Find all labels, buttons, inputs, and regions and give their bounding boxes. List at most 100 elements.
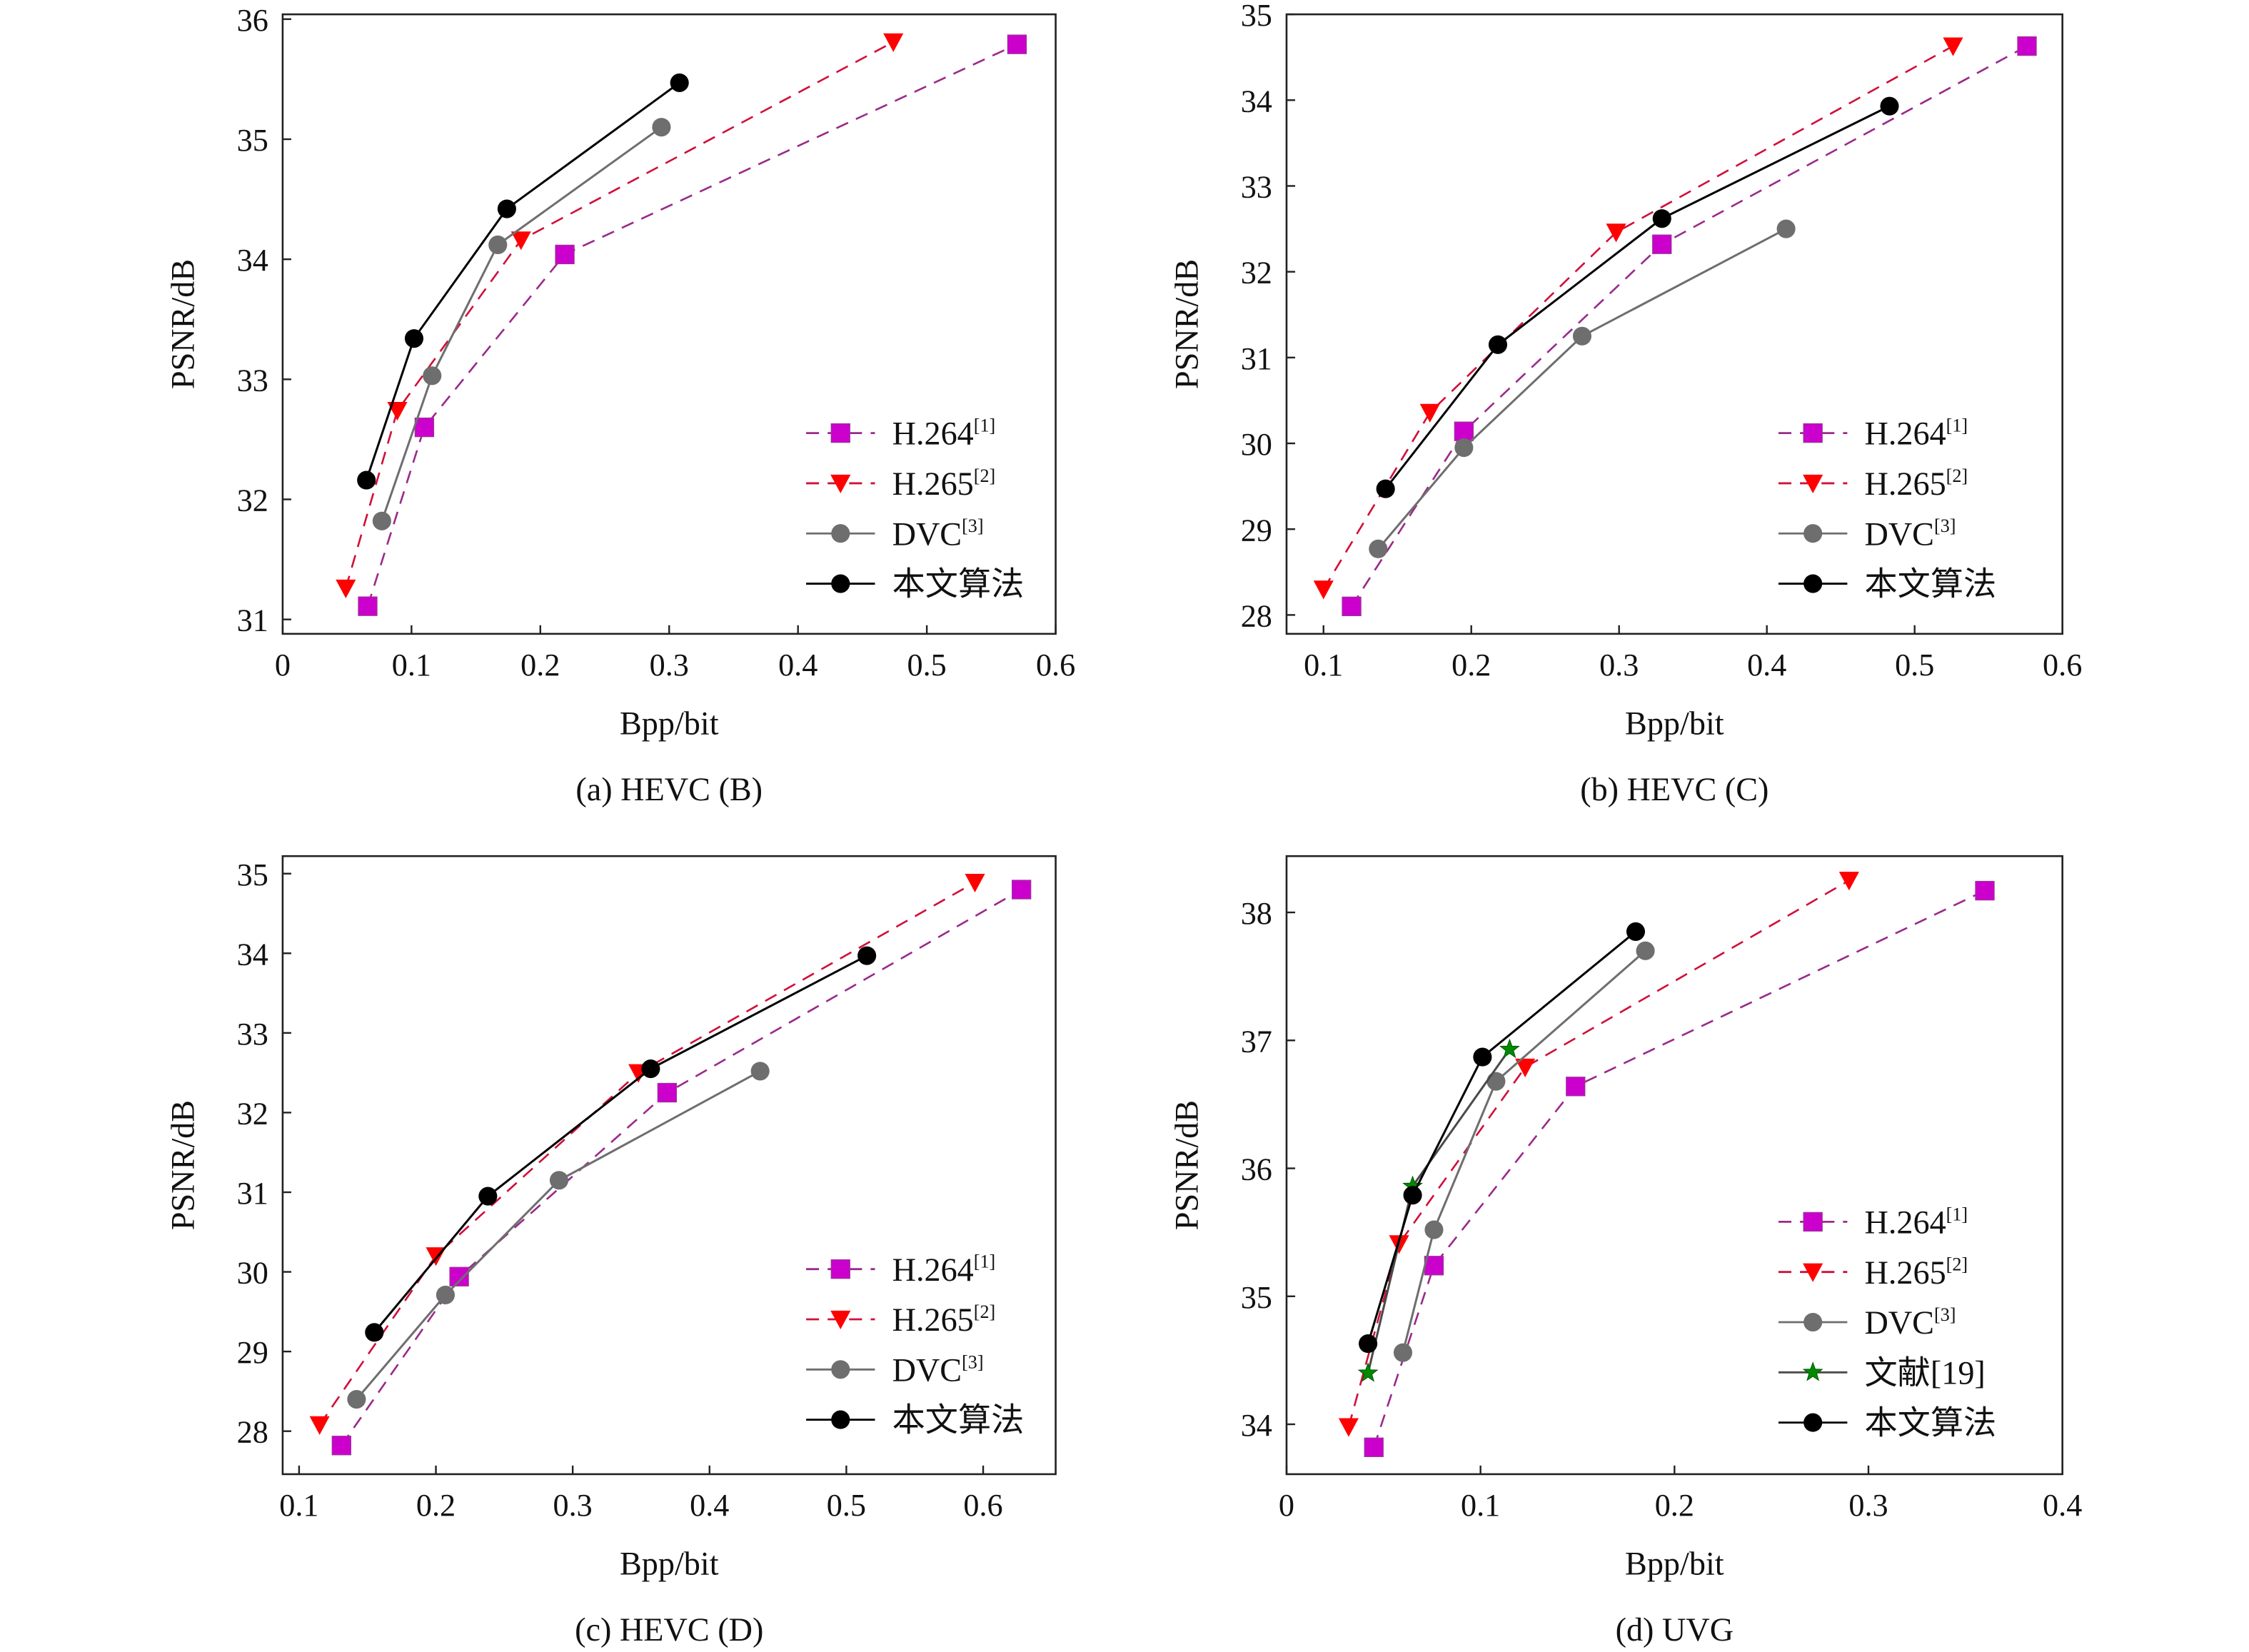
- chart-caption: (d) UVG: [1616, 1611, 1734, 1648]
- y-tick-label: 29: [237, 1335, 268, 1370]
- data-point-h264: [1007, 34, 1027, 54]
- legend-reference: [2]: [974, 465, 995, 486]
- series-dvc: [347, 1062, 770, 1409]
- x-tick-label: 0.3: [553, 1488, 593, 1523]
- legend-label: DVC[3]: [1864, 1304, 1956, 1341]
- y-tick-label: 31: [237, 603, 268, 638]
- series-h264: [358, 34, 1027, 616]
- legend-name: DVC: [892, 1351, 962, 1388]
- legend-label: H.264[1]: [1864, 415, 1968, 452]
- legend-entry-dvc: DVC[3]: [1778, 1304, 1956, 1341]
- x-tick-label: 0.1: [392, 648, 431, 683]
- legend-entry-h264: H.264[1]: [1778, 1204, 1968, 1240]
- legend-entry-h265: H.265[2]: [1778, 1254, 1968, 1291]
- series-line-dvc: [1377, 228, 1787, 550]
- data-point-ours: [497, 199, 516, 218]
- data-point-dvc: [436, 1285, 455, 1304]
- legend-entry-dvc: DVC[3]: [806, 515, 984, 552]
- x-tick-label: 0.6: [2043, 648, 2082, 683]
- legend-name: H.265: [1864, 465, 1946, 502]
- data-point-h264: [358, 596, 378, 616]
- data-point-dvc: [488, 235, 508, 255]
- x-tick-label: 0: [1279, 1488, 1294, 1523]
- y-tick-label: 30: [237, 1256, 268, 1291]
- x-tick-label: 0.1: [1461, 1488, 1500, 1523]
- x-tick-label: 0.3: [1599, 648, 1639, 683]
- x-axis-label: Bpp/bit: [1625, 1546, 1724, 1582]
- legend-label: H.265[2]: [892, 465, 996, 502]
- data-point-dvc: [1424, 1220, 1444, 1239]
- legend-marker-h264-icon: [830, 1259, 850, 1279]
- legend-reference: [2]: [1946, 1254, 1968, 1275]
- data-point-ours: [478, 1187, 498, 1206]
- legend-entry-ours: 本文算法: [1778, 566, 1996, 603]
- plot-frame: [281, 13, 1057, 635]
- data-point-h264: [657, 1082, 678, 1103]
- legend-marker-ref19-icon: [1802, 1361, 1823, 1381]
- plot-frame: [1285, 13, 2063, 635]
- data-point-h264: [414, 417, 435, 438]
- legend-marker-h265-icon: [830, 474, 851, 493]
- legend-marker-ours-icon: [831, 574, 850, 593]
- series-line-h265: [1347, 880, 1850, 1427]
- y-axis-label: PSNR/dB: [164, 1100, 201, 1230]
- data-point-ours: [1403, 1186, 1422, 1205]
- data-point-h265: [1515, 1058, 1536, 1077]
- x-tick-label: 0.5: [827, 1488, 866, 1523]
- data-point-dvc: [549, 1171, 569, 1190]
- legend-reference: [3]: [1934, 1304, 1956, 1325]
- legend-name: H.265: [892, 1301, 974, 1338]
- legend-entry-h265: H.265[2]: [806, 1301, 995, 1338]
- y-tick-label: 33: [237, 1017, 268, 1052]
- legend-marker-h265-icon: [1803, 474, 1823, 493]
- series-line-ours: [1367, 930, 1637, 1344]
- y-tick-label: 30: [1241, 427, 1272, 462]
- data-point-ours: [1488, 335, 1508, 354]
- series-line-dvc: [356, 1070, 761, 1401]
- legend-name: 本文算法: [1864, 1405, 1996, 1441]
- legend-reference: [3]: [962, 1351, 983, 1372]
- legend-name: H.264: [1864, 415, 1946, 452]
- legend-reference: [1]: [1946, 1204, 1968, 1224]
- legend-marker-h264-icon: [830, 423, 850, 443]
- data-point-h265: [510, 231, 531, 251]
- legend-name: DVC: [1864, 515, 1934, 552]
- y-tick-label: 36: [1241, 1152, 1272, 1187]
- x-tick-label: 0.3: [1848, 1488, 1888, 1523]
- data-point-h265: [1838, 872, 1859, 891]
- y-tick-label: 35: [1241, 0, 1272, 33]
- data-point-h264: [1342, 596, 1362, 617]
- data-point-h264: [2017, 36, 2037, 56]
- y-tick-label: 32: [237, 483, 268, 518]
- legend-marker-h264-icon: [1803, 423, 1823, 443]
- y-axis-label: PSNR/dB: [1168, 259, 1204, 389]
- data-point-h265: [387, 401, 408, 421]
- y-tick-label: 34: [237, 243, 268, 278]
- x-tick-label: 0: [275, 648, 291, 683]
- legend-entry-h264: H.264[1]: [806, 1251, 995, 1288]
- data-point-dvc: [652, 118, 671, 137]
- plot-frame: [281, 855, 1057, 1476]
- series-ours: [357, 73, 689, 490]
- y-axis-label: PSNR/dB: [1168, 1100, 1204, 1230]
- legend-name: 本文算法: [892, 566, 1025, 603]
- chart-caption: (c) HEVC (D): [575, 1611, 763, 1648]
- legend-name: 本文算法: [1864, 566, 1996, 603]
- data-point-dvc: [347, 1389, 366, 1409]
- data-point-h264: [555, 244, 575, 265]
- series-ours: [1359, 922, 1646, 1354]
- y-tick-label: 35: [237, 123, 268, 158]
- legend-entry-h265: H.265[2]: [806, 465, 995, 502]
- data-point-dvc: [1454, 438, 1474, 458]
- series-line-h265: [1322, 45, 1954, 590]
- legend-name: 本文算法: [892, 1402, 1025, 1439]
- legend-marker-ours-icon: [1803, 1413, 1823, 1432]
- data-point-dvc: [1369, 539, 1388, 558]
- data-point-h265: [309, 1416, 330, 1435]
- chart-caption: (a) HEVC (B): [575, 771, 763, 807]
- x-axis-label: Bpp/bit: [1625, 705, 1724, 741]
- x-tick-label: 0.6: [963, 1488, 1002, 1523]
- chart-panel-2: 0.1 0.2 0.3 0.4 0.5 0.6 28 29 30 31 32 33 34 35 Bpp/bi…: [164, 855, 1057, 1648]
- data-point-h264: [1975, 880, 1995, 901]
- y-tick-label: 29: [1241, 513, 1272, 548]
